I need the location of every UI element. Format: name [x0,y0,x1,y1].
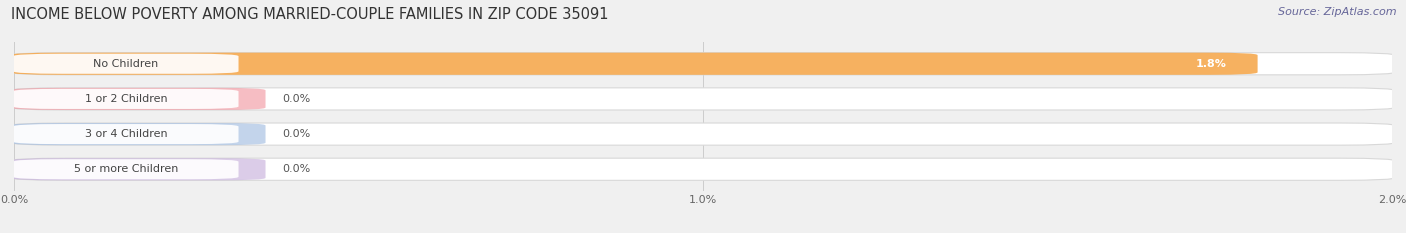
Text: 3 or 4 Children: 3 or 4 Children [84,129,167,139]
FancyBboxPatch shape [11,158,1395,180]
Text: 5 or more Children: 5 or more Children [73,164,179,174]
Text: 1 or 2 Children: 1 or 2 Children [84,94,167,104]
FancyBboxPatch shape [11,123,266,145]
FancyBboxPatch shape [11,53,1257,75]
FancyBboxPatch shape [11,158,266,180]
FancyBboxPatch shape [14,89,239,109]
Text: 0.0%: 0.0% [283,164,311,174]
Text: 0.0%: 0.0% [283,94,311,104]
FancyBboxPatch shape [11,88,266,110]
Text: INCOME BELOW POVERTY AMONG MARRIED-COUPLE FAMILIES IN ZIP CODE 35091: INCOME BELOW POVERTY AMONG MARRIED-COUPL… [11,7,609,22]
FancyBboxPatch shape [14,124,239,144]
Text: 0.0%: 0.0% [283,129,311,139]
Text: Source: ZipAtlas.com: Source: ZipAtlas.com [1278,7,1396,17]
Text: 1.8%: 1.8% [1195,59,1226,69]
FancyBboxPatch shape [11,123,1395,145]
FancyBboxPatch shape [14,54,239,74]
FancyBboxPatch shape [14,159,239,179]
Text: No Children: No Children [93,59,159,69]
FancyBboxPatch shape [11,88,1395,110]
FancyBboxPatch shape [11,53,1395,75]
